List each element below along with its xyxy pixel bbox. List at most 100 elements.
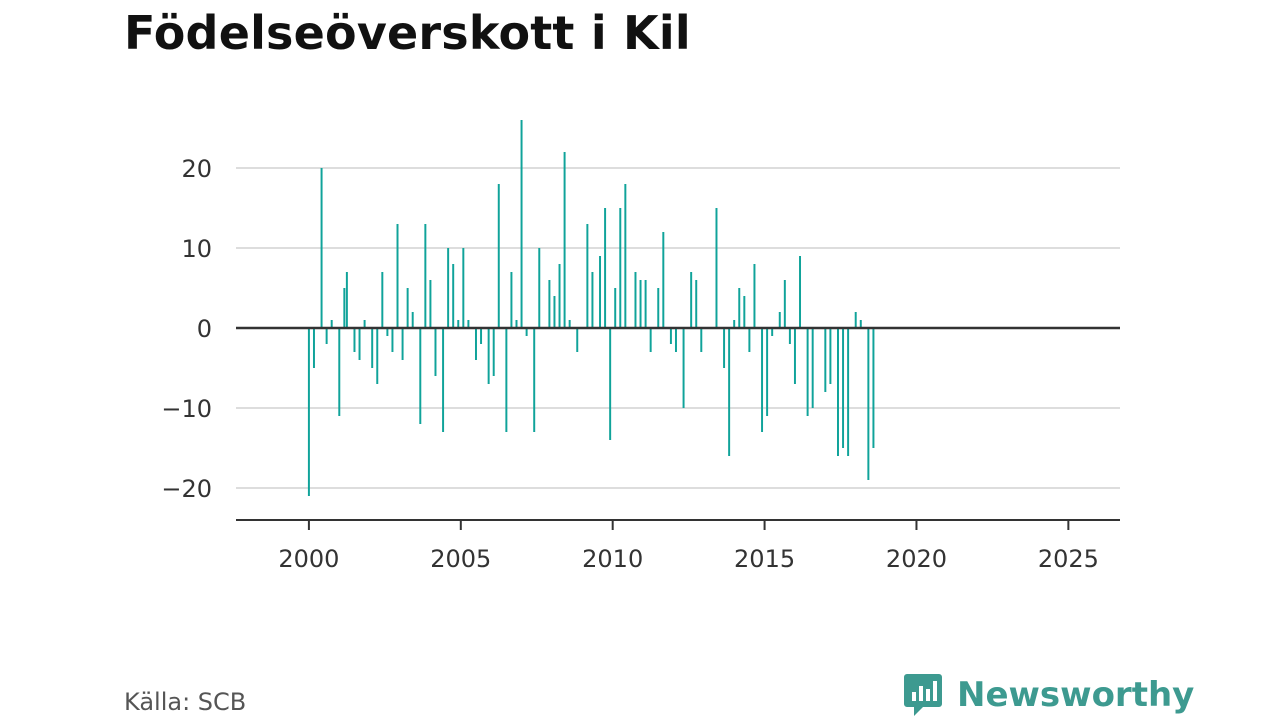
bar <box>599 256 602 328</box>
bar <box>682 328 685 408</box>
bar <box>591 272 594 328</box>
y-tick-label: −10 <box>161 395 212 423</box>
bar <box>510 272 513 328</box>
x-tick-label: 2000 <box>278 545 339 573</box>
bar <box>467 320 470 328</box>
bar <box>859 320 862 328</box>
bar <box>867 328 870 480</box>
bar <box>391 328 394 352</box>
bar <box>783 280 786 328</box>
bar <box>487 328 490 384</box>
bar <box>824 328 827 392</box>
bar <box>609 328 612 440</box>
bar <box>320 168 323 328</box>
bar <box>474 328 477 360</box>
bar <box>854 312 857 328</box>
brand-logo[interactable]: Newsworthy <box>903 672 1194 718</box>
bar <box>447 248 450 328</box>
bar <box>568 320 571 328</box>
bar <box>614 288 617 328</box>
bar <box>662 232 665 328</box>
bar <box>604 208 607 328</box>
y-tick-label: 0 <box>197 315 212 343</box>
bar <box>799 256 802 328</box>
bar <box>363 320 366 328</box>
bar <box>429 280 432 328</box>
bar <box>442 328 445 432</box>
bar <box>619 208 622 328</box>
bar <box>325 328 328 344</box>
bar <box>778 312 781 328</box>
x-tick-label: 2025 <box>1038 545 1099 573</box>
bar <box>829 328 832 384</box>
bar <box>358 328 361 360</box>
bar <box>480 328 483 344</box>
bar <box>505 328 508 432</box>
bar <box>649 328 652 352</box>
x-tick-label: 2010 <box>582 545 643 573</box>
bar <box>452 264 455 328</box>
bar <box>761 328 764 432</box>
bar <box>657 288 660 328</box>
bar <box>376 328 379 384</box>
bar <box>771 328 774 336</box>
bar <box>419 328 422 424</box>
bar <box>793 328 796 384</box>
bar <box>669 328 672 344</box>
bar <box>343 288 346 328</box>
x-tick-label: 2015 <box>734 545 795 573</box>
bar <box>338 328 341 416</box>
bar <box>371 328 374 368</box>
bar <box>381 272 384 328</box>
bar <box>811 328 814 408</box>
brand-name: Newsworthy <box>957 675 1195 715</box>
x-tick-label: 2005 <box>430 545 491 573</box>
bar <box>563 152 566 328</box>
y-tick-label: −20 <box>161 475 212 503</box>
bar <box>457 320 460 328</box>
bar <box>525 328 528 336</box>
bar <box>411 312 414 328</box>
bar <box>492 328 495 376</box>
bar <box>766 328 769 416</box>
bar <box>624 184 627 328</box>
bar <box>700 328 703 352</box>
bar <box>728 328 731 456</box>
bar <box>743 296 746 328</box>
bar <box>738 288 741 328</box>
bar <box>401 328 404 360</box>
bar <box>842 328 845 448</box>
y-tick-label: 10 <box>181 235 212 263</box>
bar <box>644 280 647 328</box>
bar-chart-speech-bubble-icon <box>904 674 942 716</box>
bar <box>695 280 698 328</box>
bar <box>576 328 579 352</box>
bar <box>723 328 726 368</box>
bar <box>674 328 677 352</box>
x-tick-label: 2020 <box>886 545 947 573</box>
bar <box>715 208 718 328</box>
y-tick-label: 20 <box>181 155 212 183</box>
bar <box>538 248 541 328</box>
bar <box>330 320 333 328</box>
bar <box>748 328 751 352</box>
bar <box>753 264 756 328</box>
chart-title: Födelseöverskott i Kil <box>124 6 691 60</box>
bar <box>847 328 850 456</box>
bar <box>497 184 500 328</box>
bar <box>788 328 791 344</box>
bar <box>353 328 356 352</box>
bar <box>634 272 637 328</box>
bar <box>515 320 518 328</box>
bar <box>533 328 536 432</box>
bar <box>520 120 523 328</box>
bar <box>837 328 839 456</box>
bar <box>558 264 561 328</box>
bar <box>406 288 409 328</box>
bar <box>386 328 389 336</box>
bar <box>553 296 556 328</box>
bar <box>586 224 589 328</box>
bar <box>462 248 465 328</box>
bar <box>690 272 693 328</box>
